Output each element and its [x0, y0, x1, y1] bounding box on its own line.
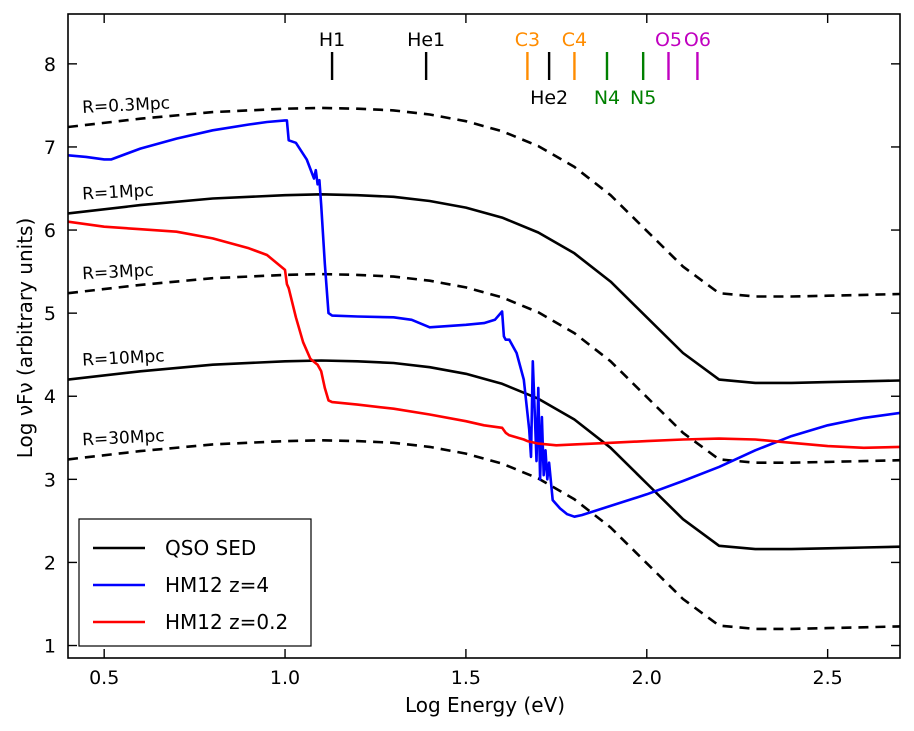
x-tick-label: 2.5 [813, 667, 843, 689]
series-line-r-3mpc [68, 272, 900, 464]
ion-label-n5: N5 [630, 87, 656, 109]
plot-frame [67, 13, 901, 659]
series-line-r-30mpc [68, 439, 900, 631]
ion-label-c3: C3 [515, 29, 540, 51]
x-tick-label: 1.0 [270, 667, 300, 689]
x-tick-label: 0.5 [89, 667, 119, 689]
series-line-r-0-3mpc [68, 106, 900, 298]
legend-entry: QSO SED [165, 536, 256, 560]
y-tick-label: 3 [44, 469, 56, 491]
ion-label-o5: O5 [655, 29, 682, 51]
ion-markers: H1 He1 C3 He2 C4 N4 N5 O5 O6 [319, 29, 711, 109]
legend-entry: HM12 z=0.2 [165, 610, 288, 634]
series-line-hm12-z-0-2 [68, 220, 900, 450]
legend-box [78, 518, 312, 647]
curve-label: R=3Mpc [82, 260, 155, 284]
curve-label: R=10Mpc [82, 346, 165, 370]
curve-label: R=1Mpc [82, 181, 155, 205]
curve-label: R=30Mpc [82, 426, 165, 450]
ion-label-c4: C4 [562, 29, 587, 51]
curve-label: R=0.3Mpc [82, 93, 171, 118]
x-tick-label: 1.5 [451, 667, 481, 689]
y-tick-label: 7 [44, 137, 56, 159]
y-tick-label: 8 [44, 54, 56, 76]
curve-labels: R=0.3Mpc R=1Mpc R=3Mpc R=10Mpc R=30Mpc [82, 93, 171, 450]
y-tick-label: 5 [44, 303, 56, 325]
y-tick-label: 4 [44, 386, 56, 408]
ion-label-n4: N4 [594, 87, 620, 109]
series-line-hm12-z-4 [68, 119, 900, 518]
ion-label-he2: He2 [530, 87, 568, 109]
axes: 0.5 1.0 1.5 2.0 2.5 1 2 3 4 5 6 7 8 [44, 13, 901, 689]
legend: QSO SED HM12 z=4 HM12 z=0.2 [78, 518, 312, 647]
ion-label-o6: O6 [684, 29, 711, 51]
ion-label-h1: H1 [319, 29, 345, 51]
plot-area [68, 106, 900, 631]
series-line-qso-sed [68, 193, 900, 385]
x-axis-label: Log Energy (eV) [405, 693, 565, 717]
y-tick-label: 2 [44, 552, 56, 574]
x-tick-label: 2.0 [632, 667, 662, 689]
y-tick-label: 6 [44, 220, 56, 242]
ion-label-he1: He1 [407, 29, 445, 51]
legend-entry: HM12 z=4 [165, 573, 269, 597]
y-tick-label: 1 [44, 636, 56, 658]
y-axis-label: Log νFν (arbitrary units) [13, 218, 37, 459]
